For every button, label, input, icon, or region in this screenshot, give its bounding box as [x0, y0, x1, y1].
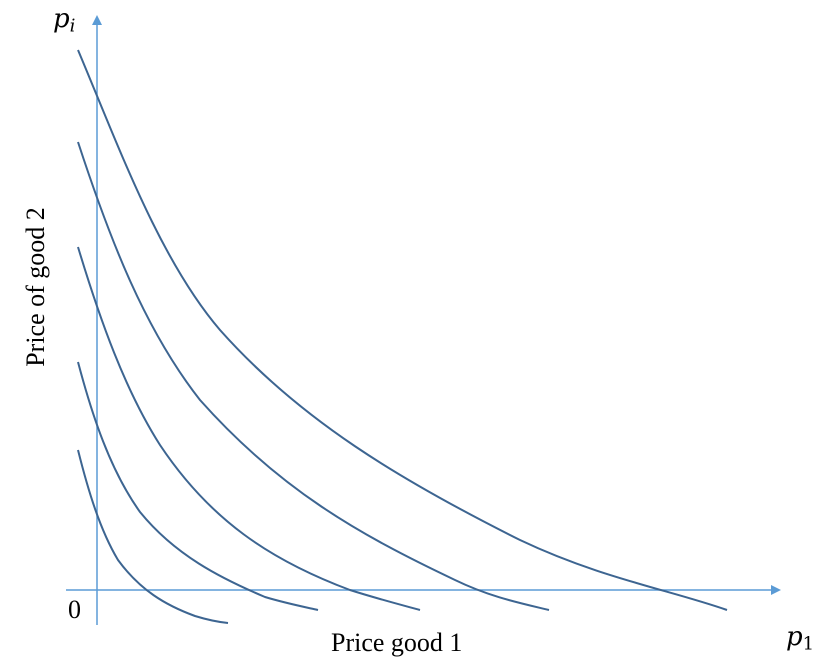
origin-label: 0	[68, 595, 81, 624]
y-axis-symbol-subscript: i	[69, 15, 76, 37]
y-axis-symbol-base: p	[53, 4, 70, 34]
indifference-curve-5	[77, 449, 229, 624]
x-axis-symbol-base: p	[786, 622, 803, 652]
indifference-curve-4	[77, 361, 319, 611]
x-axis-symbol-subscript: 1	[802, 633, 815, 655]
y-axis-title: Price of good 2	[21, 207, 50, 367]
indifference-curve-2	[77, 141, 550, 611]
x-axis-title: Price good 1	[331, 628, 463, 657]
indifference-curve-1	[77, 49, 728, 611]
y-axis-symbol: pi	[53, 4, 76, 37]
indifference-curve-3	[77, 246, 421, 611]
x-axis-symbol: p1	[786, 622, 815, 655]
